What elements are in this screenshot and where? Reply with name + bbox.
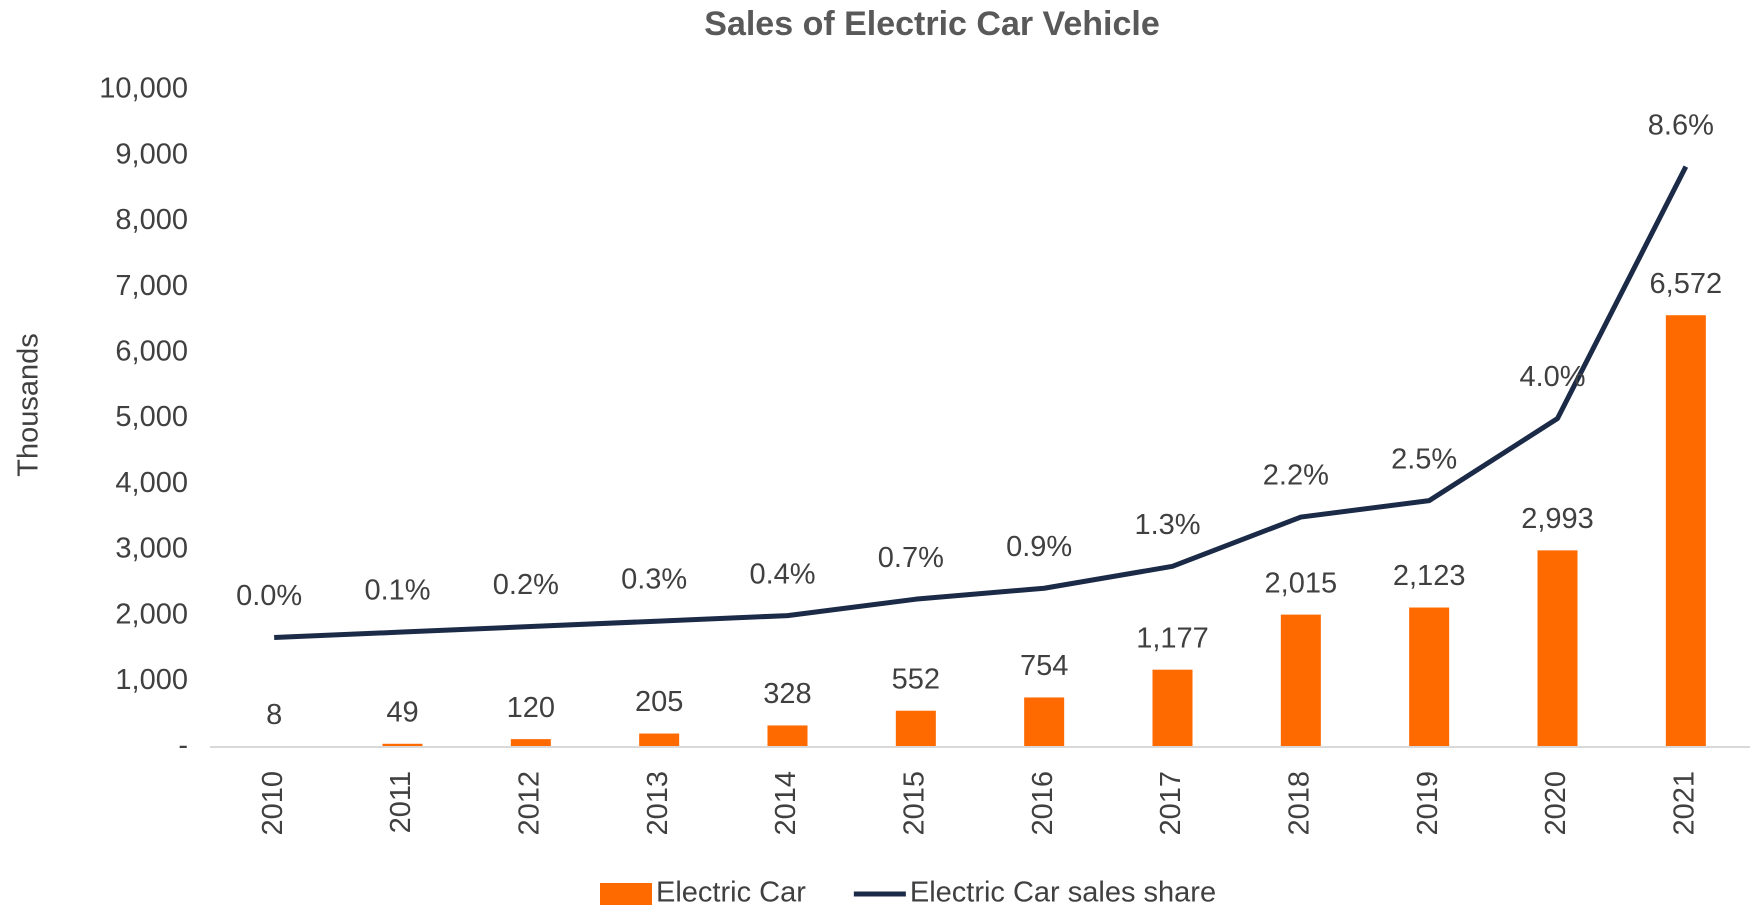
- bar: [767, 725, 808, 747]
- data-label: 49: [386, 696, 418, 728]
- data-label: 0.0%: [236, 580, 302, 612]
- line: [274, 165, 1689, 640]
- y-tick-label: 1,000: [115, 664, 188, 696]
- data-label: 0.3%: [621, 564, 687, 596]
- data-label: 1,177: [1136, 622, 1209, 654]
- bar: [1152, 669, 1193, 747]
- data-label: 0.1%: [364, 575, 430, 607]
- x-tick-label: 2012: [513, 771, 545, 836]
- x-tick-label: 2013: [642, 771, 674, 836]
- bar: [639, 733, 680, 747]
- y-tick-label: 6,000: [115, 335, 188, 367]
- data-label: 754: [1020, 650, 1068, 682]
- legend-label: Electric Car sales share: [910, 877, 1216, 909]
- data-label: 8.6%: [1648, 109, 1714, 141]
- bar: [895, 710, 936, 747]
- data-label: 2.5%: [1391, 443, 1457, 475]
- x-tick-label: 2020: [1540, 771, 1572, 836]
- data-label: 328: [763, 678, 811, 710]
- data-label: 4.0%: [1519, 361, 1585, 393]
- data-label: 2,993: [1521, 503, 1594, 535]
- x-tick-label: 2021: [1668, 771, 1700, 836]
- y-tick-label: 3,000: [115, 533, 188, 565]
- legend-swatch: [600, 883, 652, 905]
- x-tick-label: 2015: [898, 771, 930, 836]
- x-tick-label: 2017: [1155, 771, 1187, 836]
- data-label: 2,015: [1265, 567, 1338, 599]
- data-label: 0.9%: [1006, 531, 1072, 563]
- y-tick-label: 9,000: [115, 138, 188, 170]
- data-label: 552: [892, 663, 940, 695]
- y-tick-label: 7,000: [115, 270, 188, 302]
- y-tick-label: 2,000: [115, 598, 188, 630]
- data-label: 0.4%: [749, 558, 815, 590]
- data-label: 6,572: [1650, 268, 1723, 300]
- y-tick-label: 10,000: [99, 73, 188, 105]
- bar: [510, 739, 551, 747]
- bar: [1665, 315, 1706, 747]
- bar: [1537, 550, 1578, 747]
- x-tick-label: 2016: [1027, 771, 1059, 836]
- legend-label: Electric Car: [656, 877, 806, 909]
- data-label: 0.7%: [878, 542, 944, 574]
- y-tick-label: -: [178, 730, 188, 762]
- x-tick-label: 2018: [1283, 771, 1315, 836]
- data-label: 2.2%: [1263, 460, 1329, 492]
- data-label: 0.2%: [493, 569, 559, 601]
- x-tick-label: 2011: [385, 771, 417, 833]
- bar: [1409, 607, 1450, 747]
- data-label: 2,123: [1393, 560, 1466, 592]
- data-label: 1.3%: [1134, 509, 1200, 541]
- bar: [382, 743, 423, 747]
- x-tick-label: 2010: [257, 771, 289, 836]
- chart-title: Sales of Electric Car Vehicle: [704, 5, 1159, 43]
- x-tick-label: 2014: [770, 771, 802, 836]
- data-label: 205: [635, 686, 683, 718]
- y-tick-label: 5,000: [115, 401, 188, 433]
- x-tick-label: 2019: [1412, 771, 1444, 836]
- y-axis-label: Thousands: [13, 333, 45, 477]
- data-label: 8: [266, 699, 282, 731]
- bar: [1024, 697, 1065, 747]
- y-tick-label: 4,000: [115, 467, 188, 499]
- data-label: 120: [507, 692, 555, 724]
- y-tick-label: 8,000: [115, 204, 188, 236]
- bar: [1280, 614, 1321, 747]
